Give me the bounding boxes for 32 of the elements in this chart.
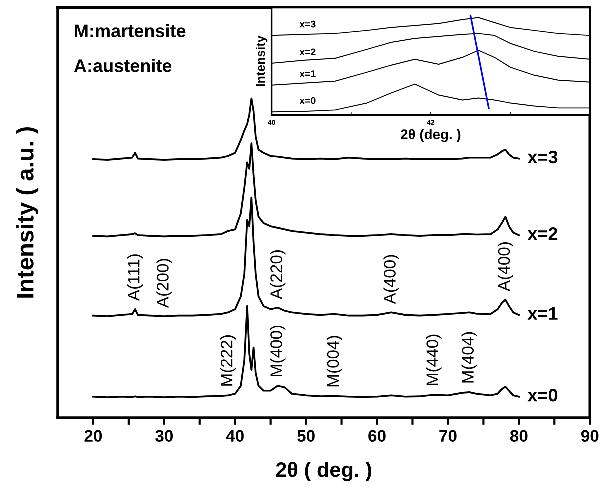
annotation: A(200) [156,259,172,308]
x-tick-label: 60 [368,430,386,442]
annotation: M(440) [426,334,442,386]
text: A:austenite [74,59,172,72]
series-label: x=0 [300,97,316,104]
annotation: M(400) [270,326,286,376]
x-axis-title: 2θ ( deg. ) [276,462,372,482]
x-tick-label: 90 [581,430,599,442]
annotation: A(220) [270,250,286,300]
series-label: x=1 [528,307,558,320]
annotation: M(404) [462,332,478,383]
series-label: x=3 [300,20,316,28]
x-tick-label: 30 [156,430,173,442]
annotation: M(222) [220,336,236,386]
x-tick-label: 20 [84,430,102,442]
series-label: x=3 [528,150,558,164]
series-label: x=2 [528,227,558,240]
text: M:martensite [75,24,186,38]
x-tick-label: 50 [298,430,315,442]
series-label: x=0 [528,388,558,402]
series-label: x=2 [300,48,316,56]
y-axis-title: Intensity [256,36,268,86]
x-axis-title: 2θ (deg. ) [401,129,461,142]
x-tick-label: 70 [440,430,457,442]
series-label: x=1 [300,70,316,78]
annotation: A(400) [498,242,514,292]
annotation: M(004) [326,336,342,387]
annotation: A(400) [384,255,400,304]
y-axis-title: Intensity ( a.u. ) [16,127,39,298]
x-tick-label: 40 [226,430,244,442]
annotation: A(111) [128,254,144,302]
x-tick-label: 80 [510,430,528,442]
